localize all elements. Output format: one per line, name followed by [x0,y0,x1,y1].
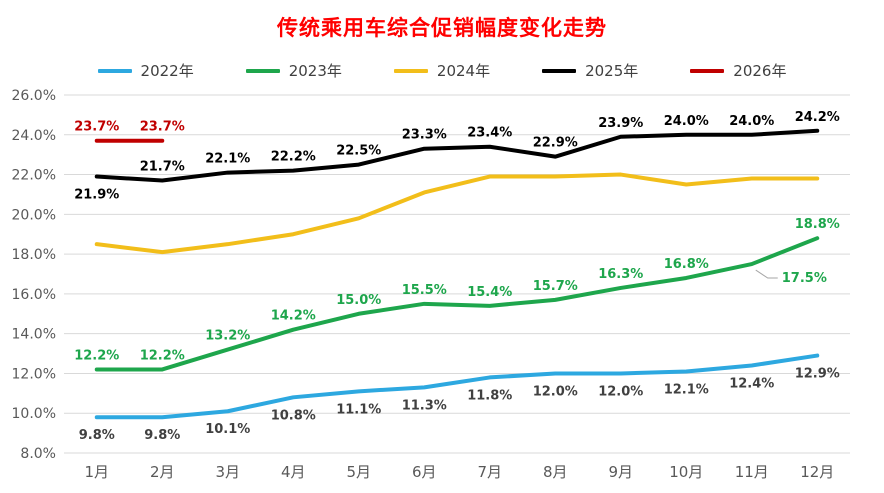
data-label: 15.5% [402,283,447,298]
x-axis-label: 12月 [800,463,834,481]
series-line-2024年 [94,172,820,255]
y-axis-label: 18.0% [12,247,56,263]
data-label: 22.9% [533,136,578,151]
data-label: 15.7% [533,279,578,294]
data-label: 10.8% [271,408,316,423]
data-label: 15.4% [467,285,512,300]
data-label: 15.0% [336,293,381,308]
series-line-2023年 [94,236,820,372]
data-label: 12.0% [598,384,643,399]
y-axis-label: 12.0% [12,366,56,382]
chart-title: 传统乘用车综合促销幅度变化走势 [277,16,607,40]
legend-label: 2026年 [733,62,787,80]
legend-item-2023年: 2023年 [245,60,342,81]
y-axis-label: 20.0% [12,207,56,223]
legend-swatch [393,68,428,73]
y-axis-label: 8.0% [20,446,56,462]
legend-item-2024年: 2024年 [393,60,491,81]
data-label: 22.2% [271,150,316,165]
data-label: 18.8% [795,217,840,232]
data-label: 16.3% [598,267,643,282]
data-label: 12.0% [533,384,578,399]
legend-swatch [245,68,280,73]
leader-line [755,269,778,279]
y-axis-label: 14.0% [12,327,56,343]
data-label: 17.5% [782,271,827,286]
legend-label: 2024年 [436,62,491,80]
x-axis-label: 7月 [477,463,502,481]
data-label: 9.8% [144,428,180,443]
legend-swatch [542,68,577,73]
series-line-2022年 [94,353,820,420]
x-axis-label: 10月 [669,463,703,481]
y-axis-label: 16.0% [12,287,56,303]
legend-swatch [97,68,132,73]
data-label: 12.2% [74,348,119,363]
legend-label: 2025年 [585,62,639,80]
data-label: 23.7% [140,120,185,135]
data-label: 11.3% [402,398,447,413]
data-label: 22.1% [205,152,250,167]
series-line-2025年 [94,128,820,183]
data-label: 24.2% [795,110,840,125]
data-label: 23.3% [402,128,447,143]
x-axis-label: 6月 [412,463,437,481]
y-axis-label: 22.0% [12,168,56,184]
x-axis-label: 4月 [281,463,306,481]
data-label: 23.9% [598,116,643,131]
data-label: 14.2% [271,309,316,324]
data-label: 9.8% [79,428,115,443]
x-axis-label: 2月 [150,463,175,481]
legend-item-2025年: 2025年 [542,60,638,81]
data-label: 21.7% [140,160,185,175]
x-axis-label: 8月 [543,463,568,481]
x-axis-label: 5月 [346,463,371,481]
data-label: 16.8% [664,257,709,272]
data-label: 24.0% [729,114,774,129]
data-label: 24.0% [664,114,709,129]
data-label: 22.5% [336,144,381,159]
data-label: 12.4% [729,376,774,391]
data-label: 13.2% [205,329,250,344]
data-label: 10.1% [205,422,250,437]
x-axis-label: 1月 [84,463,109,481]
data-label: 11.8% [467,388,512,403]
data-label: 12.9% [795,367,840,382]
data-label: 11.1% [336,402,381,417]
data-label: 23.7% [74,120,119,135]
y-axis-label: 10.0% [12,406,56,422]
legend-swatch [690,68,725,73]
data-label: 23.4% [467,126,512,141]
legend-item-2022年: 2022年 [97,60,194,81]
y-axis-label: 26.0% [12,88,56,104]
data-label: 21.9% [74,188,119,203]
data-label: 12.1% [664,382,709,397]
x-axis-label: 3月 [215,463,240,481]
y-axis-label: 24.0% [12,128,56,144]
legend-item-2026年: 2026年 [690,60,786,81]
x-axis-label: 9月 [608,463,633,481]
legend: 2022年 2023年 2024年 2025年 2026年 [0,60,884,81]
x-axis-label: 11月 [735,463,769,481]
data-label: 12.2% [140,348,185,363]
legend-label: 2023年 [288,62,342,80]
legend-label: 2022年 [140,62,194,80]
